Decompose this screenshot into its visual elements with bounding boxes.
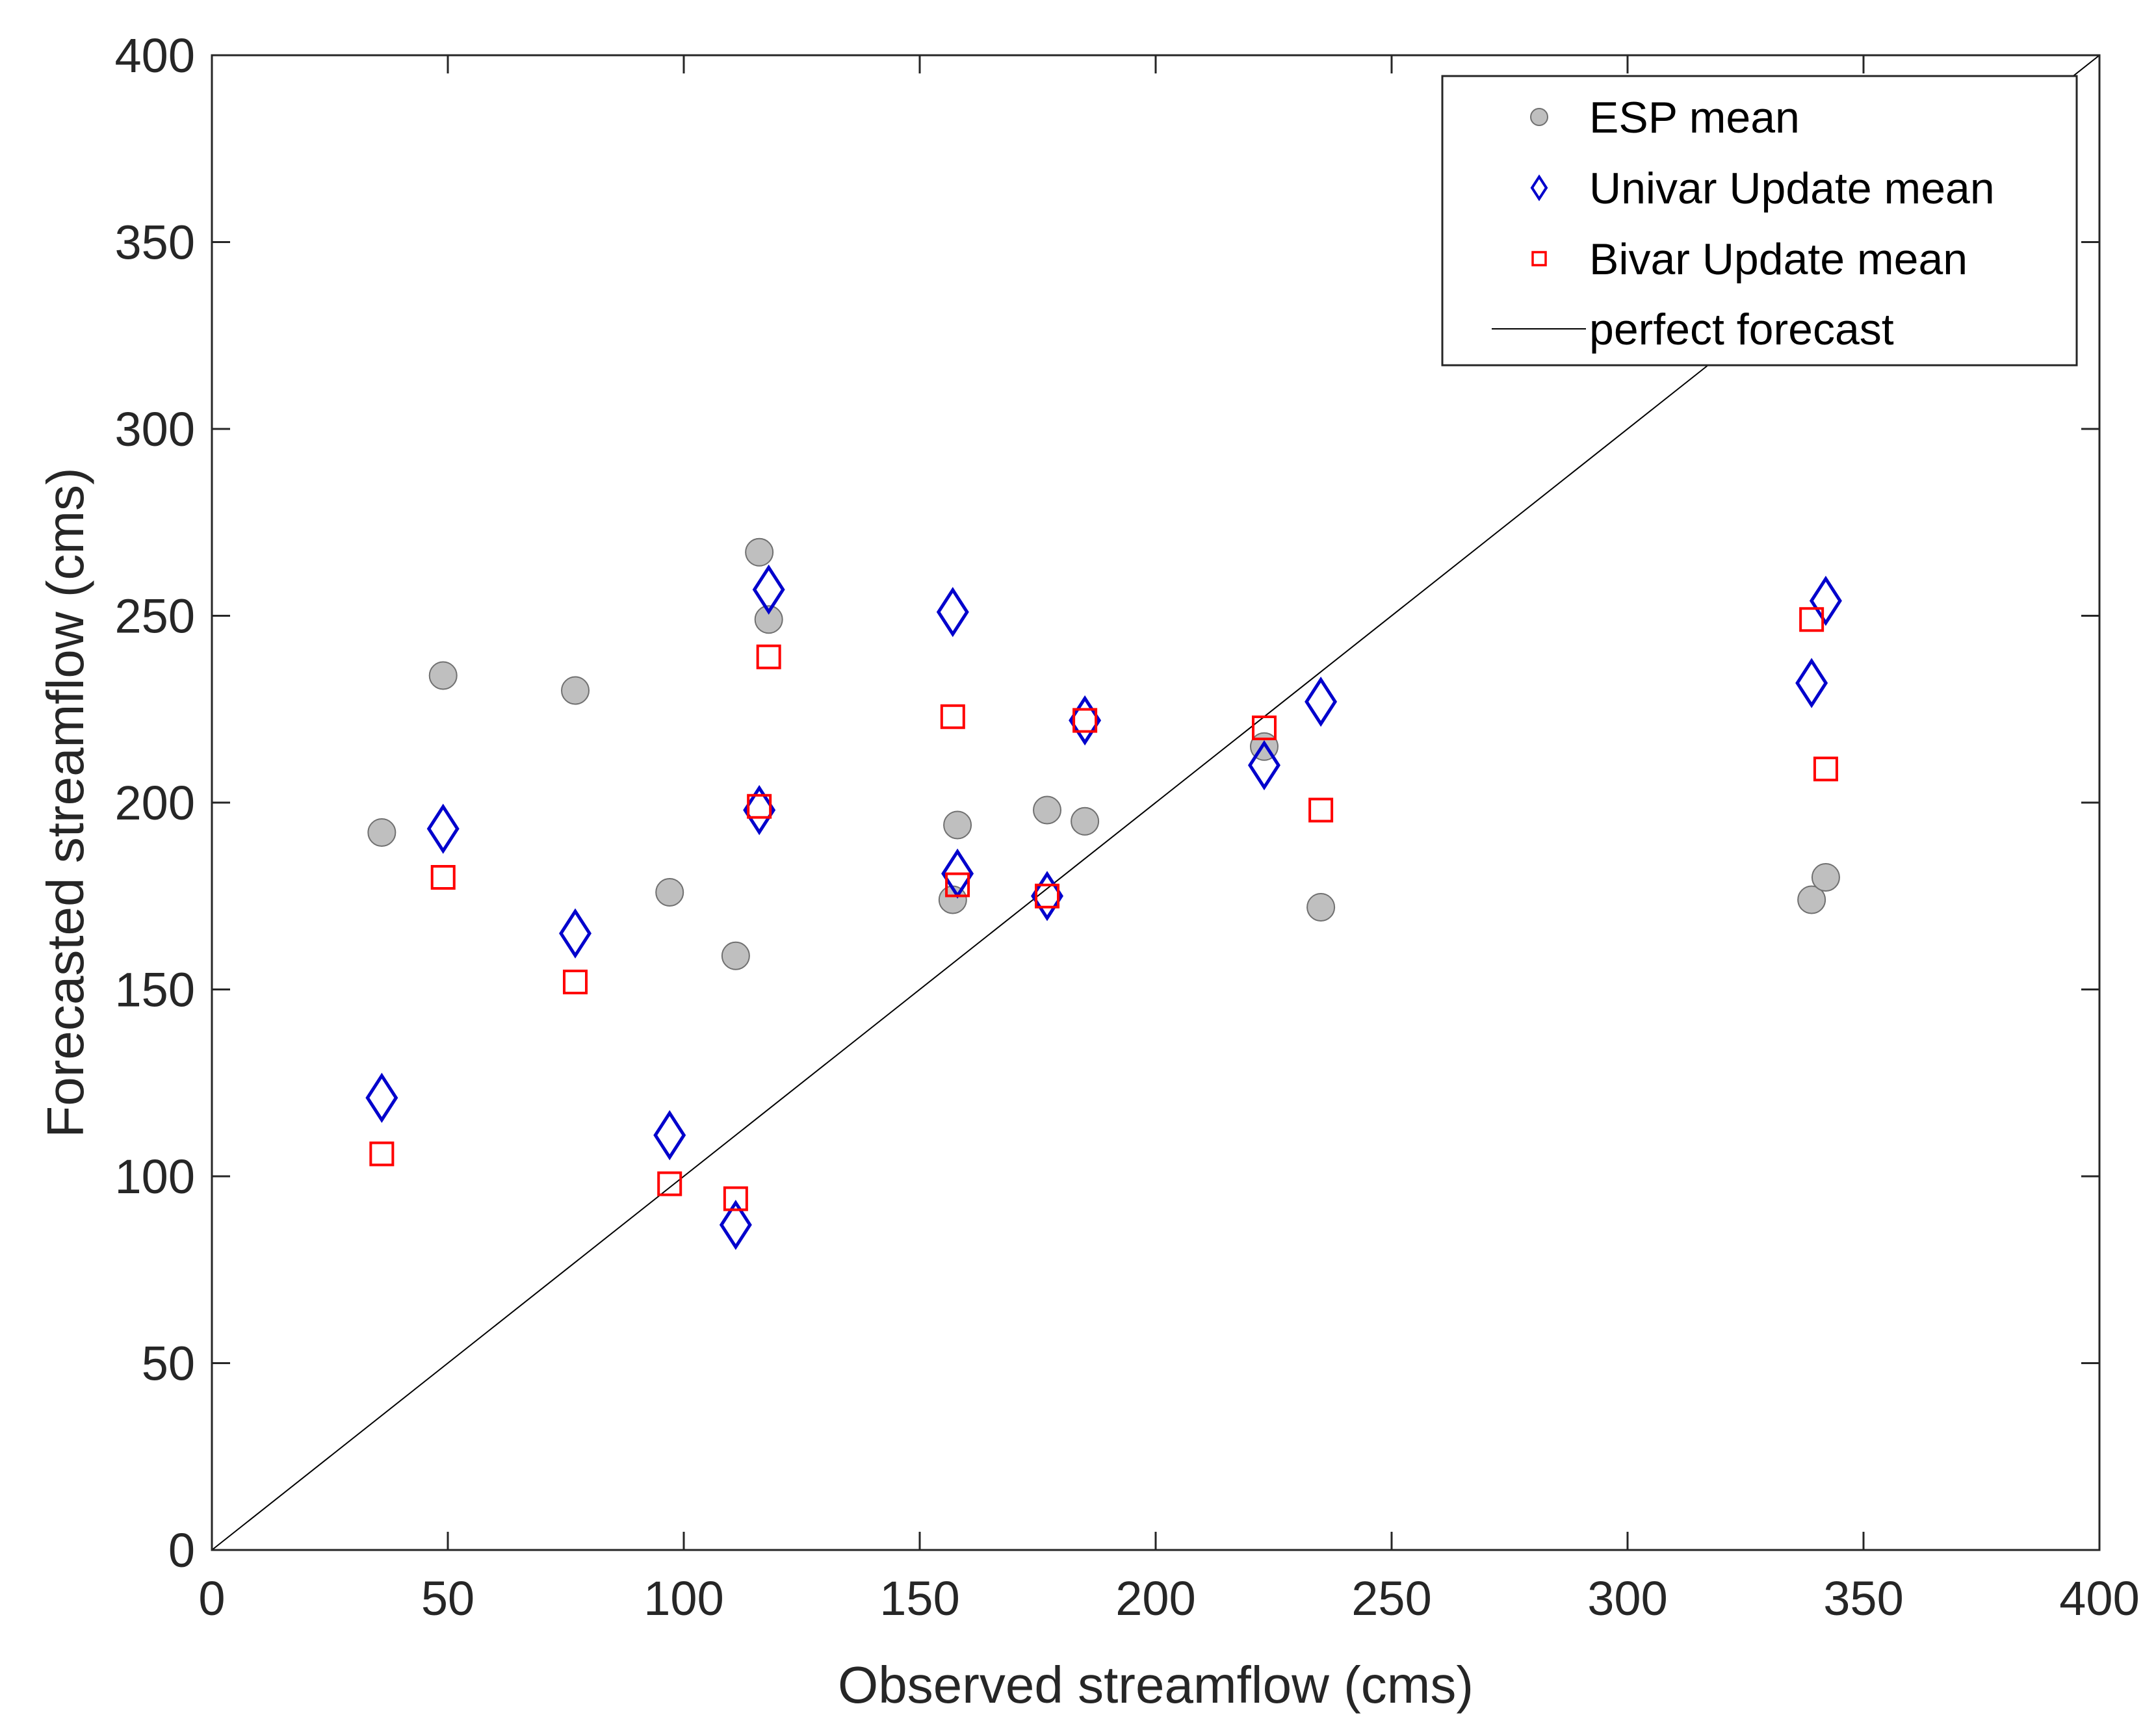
- legend-entry-label: Bivar Update mean: [1589, 235, 1968, 284]
- x-tick-label: 200: [1115, 1571, 1195, 1625]
- x-tick-label: 350: [1823, 1571, 1903, 1625]
- bivar-update-mean-point: [723, 1186, 748, 1211]
- x-tick-label: 250: [1351, 1571, 1431, 1625]
- y-tick-label: 300: [115, 402, 195, 456]
- bivar-update-mean-point: [1308, 797, 1334, 823]
- esp-mean-point: [367, 818, 396, 847]
- univar-update-mean-point: [936, 587, 969, 638]
- bivar-update-mean-point: [756, 644, 781, 669]
- y-tick-label: 150: [115, 963, 195, 1017]
- bivar-update-mean-point: [1813, 756, 1838, 782]
- univar-update-mean-point: [1305, 677, 1338, 727]
- univar-update-mean-point: [719, 1200, 752, 1250]
- univar-update-mean-point: [365, 1072, 398, 1123]
- x-tick-label: 300: [1587, 1571, 1667, 1625]
- y-tick-label: 200: [115, 776, 195, 830]
- esp-mean-point: [1811, 863, 1840, 892]
- y-tick-label: 0: [168, 1523, 195, 1577]
- esp-mean-point: [745, 537, 774, 567]
- bivar-update-mean-point: [747, 794, 772, 819]
- esp-mean-point: [655, 878, 684, 907]
- y-tick-label: 100: [115, 1150, 195, 1204]
- legend-circle-icon: [1530, 108, 1548, 126]
- x-tick-label: 150: [879, 1571, 959, 1625]
- esp-mean-point: [721, 941, 750, 970]
- y-tick-label: 250: [115, 589, 195, 643]
- x-tick-label: 0: [198, 1571, 225, 1625]
- esp-mean-point: [1071, 807, 1100, 836]
- univar-update-mean-point: [426, 803, 460, 854]
- bivar-update-mean-point: [657, 1171, 682, 1196]
- esp-mean-point: [943, 810, 972, 840]
- univar-update-mean-point: [1031, 871, 1063, 922]
- univar-update-mean-point: [1795, 658, 1828, 708]
- legend-entry-label: ESP mean: [1589, 93, 1800, 142]
- x-axis-label: Observed streamflow (cms): [838, 1656, 1474, 1714]
- x-tick-label: 400: [2059, 1571, 2139, 1625]
- bivar-update-mean-point: [1072, 708, 1098, 733]
- esp-mean-point: [1797, 885, 1826, 914]
- legend-diamond-icon: [1530, 174, 1548, 201]
- x-tick-label: 50: [421, 1571, 474, 1625]
- esp-mean-point: [754, 605, 783, 634]
- esp-mean-point: [1033, 795, 1062, 825]
- x-tick-label: 100: [643, 1571, 723, 1625]
- univar-update-mean-point: [1069, 695, 1102, 746]
- bivar-update-mean-point: [369, 1141, 395, 1167]
- y-tick-label: 400: [115, 29, 195, 83]
- univar-update-mean-point: [752, 564, 785, 615]
- esp-mean-point: [428, 661, 458, 690]
- bivar-update-mean-point: [563, 970, 588, 994]
- bivar-update-mean-point: [1035, 883, 1060, 909]
- univar-update-mean-point: [559, 908, 591, 959]
- bivar-update-mean-point: [945, 872, 970, 897]
- bivar-update-mean-point: [430, 865, 456, 890]
- legend-entry-label: Univar Update mean: [1589, 164, 1995, 213]
- y-tick-label: 50: [142, 1337, 195, 1391]
- legend-entry-label: perfect forecast: [1589, 305, 1894, 354]
- esp-mean-point: [561, 676, 590, 705]
- univar-update-mean-point: [743, 784, 776, 836]
- bivar-update-mean-point: [1799, 607, 1825, 632]
- legend-box: [1441, 75, 2078, 367]
- univar-update-mean-point: [1248, 740, 1280, 791]
- y-tick-label: 350: [115, 216, 195, 270]
- bivar-update-mean-point: [1251, 716, 1277, 740]
- univar-update-mean-point: [1809, 575, 1842, 626]
- esp-mean-point: [1306, 893, 1336, 922]
- y-axis-label: Forecasted streamflow (cms): [36, 467, 94, 1137]
- legend-square-icon: [1531, 251, 1547, 266]
- bivar-update-mean-point: [940, 704, 965, 729]
- univar-update-mean-point: [653, 1110, 686, 1161]
